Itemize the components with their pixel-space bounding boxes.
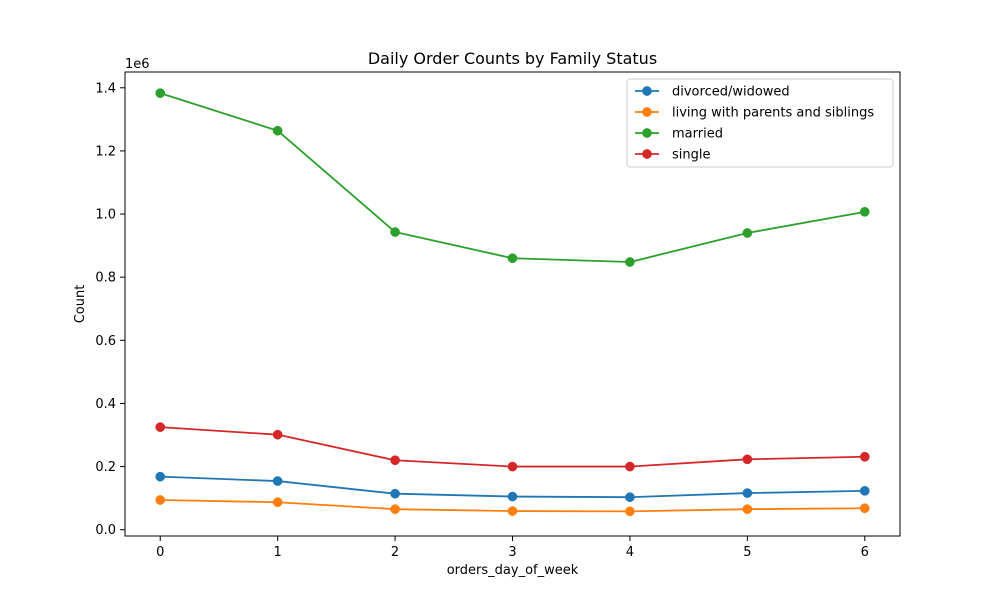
axes-layer: 0 1 2 3 4 5 6 0.0 0.2 0.4 0.6 0.8 1.0 1.2 1.4 — [95, 71, 901, 560]
x-tick-label-2: 2 — [391, 545, 399, 560]
series-1-point-5 — [742, 504, 753, 515]
series-0-point-2 — [390, 488, 400, 499]
x-tick-label-5: 5 — [743, 545, 751, 560]
series-3-point-6 — [859, 451, 870, 462]
series-2-point-6 — [859, 206, 870, 217]
series-1-point-2 — [390, 504, 400, 515]
series-2-point-4 — [625, 257, 635, 267]
series-3-point-2 — [390, 455, 400, 466]
chart-title: Daily Order Counts by Family Status — [368, 49, 657, 68]
series-1-point-4 — [625, 506, 635, 517]
legend-label-2: married — [672, 127, 723, 142]
series-2-point-3 — [507, 253, 518, 264]
legend-label-0: divorced/widowed — [672, 85, 790, 100]
legend-frame — [626, 78, 894, 168]
x-tick-label-3: 3 — [508, 545, 516, 560]
series-1-point-3 — [507, 506, 518, 516]
series-0-point-1 — [272, 476, 283, 486]
series-0-point-3 — [507, 491, 518, 502]
x-tick-label-6: 6 — [861, 545, 869, 560]
y-tick-label-0: 0.0 — [95, 523, 116, 538]
series-0-point-6 — [859, 486, 870, 496]
y-tick-label-5: 1.0 — [95, 208, 116, 223]
series-3-point-4 — [625, 461, 635, 472]
series-3-point-5 — [742, 454, 753, 465]
series-2-point-2 — [390, 227, 400, 237]
series-0-point-0 — [155, 471, 166, 482]
x-axis-label: orders_day_of_week — [447, 563, 579, 578]
x-tick-label-0: 0 — [156, 545, 164, 560]
y-tick-label-2: 0.4 — [95, 397, 116, 412]
legend-marker-0 — [642, 86, 652, 96]
y-scale-offset-label: 1e6 — [125, 57, 150, 72]
legend-marker-1 — [642, 107, 652, 117]
x-tick-label-4: 4 — [626, 545, 634, 560]
legend-marker-3 — [642, 149, 652, 159]
y-tick-label-3: 0.6 — [95, 334, 116, 349]
y-axis-label: Count — [73, 285, 88, 324]
y-tick-label-1: 0.2 — [95, 460, 116, 475]
legend-label-1: living with parents and siblings — [672, 106, 874, 121]
legend-marker-2 — [642, 128, 652, 138]
series-1-point-0 — [155, 495, 166, 505]
legend-label-3: single — [672, 148, 711, 163]
series-2-point-1 — [272, 125, 283, 136]
series-3-point-0 — [155, 422, 166, 432]
series-3-point-3 — [507, 461, 518, 472]
series-2-point-5 — [742, 228, 753, 238]
legend: divorced/widowed living with parents and … — [626, 78, 894, 168]
series-1-point-1 — [272, 497, 283, 508]
series-2-point-0 — [155, 88, 166, 99]
series-0-point-5 — [742, 488, 753, 498]
y-tick-label-7: 1.4 — [95, 81, 116, 96]
series-layer — [155, 88, 870, 517]
series-0-point-4 — [625, 492, 635, 503]
series-3-point-1 — [272, 429, 283, 440]
series-1-point-6 — [859, 503, 870, 514]
x-tick-label-1: 1 — [274, 545, 282, 560]
y-tick-label-4: 0.8 — [95, 271, 116, 286]
y-tick-label-6: 1.2 — [95, 144, 116, 159]
